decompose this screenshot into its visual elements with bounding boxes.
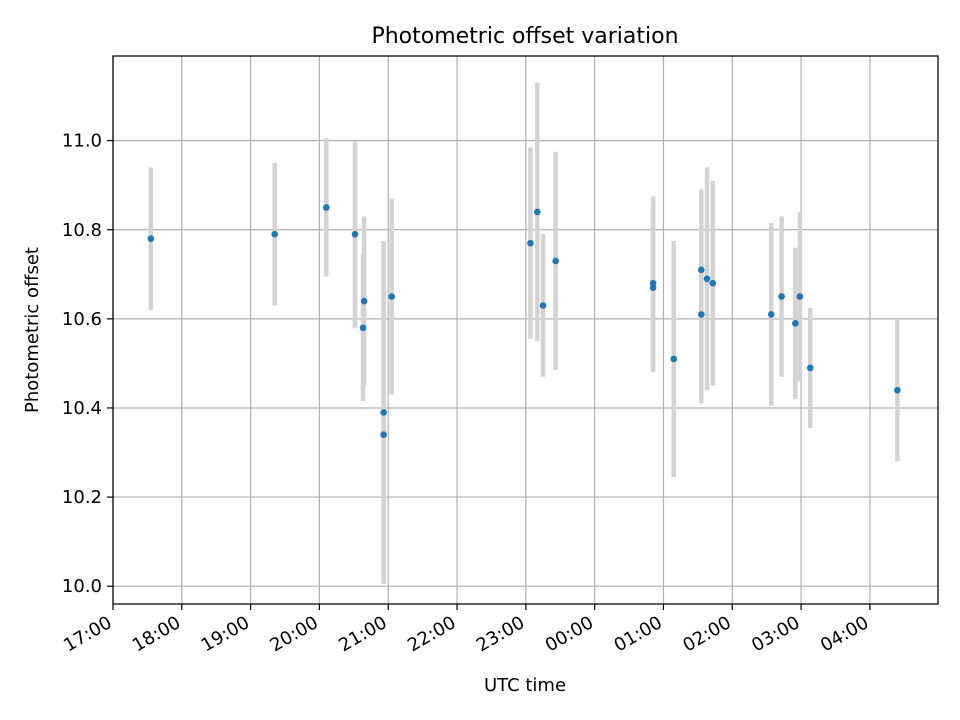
grid xyxy=(112,56,938,604)
data-point xyxy=(767,311,775,318)
x-axis-label: UTC time xyxy=(484,675,566,696)
data-point xyxy=(147,235,155,242)
data-point xyxy=(271,230,278,238)
y-tick-label: 10.2 xyxy=(62,487,102,508)
data-point xyxy=(709,279,717,287)
y-tick-label: 10.4 xyxy=(62,398,102,419)
data-point xyxy=(380,431,387,438)
data-point xyxy=(380,409,387,416)
data-point xyxy=(552,257,559,265)
data-point xyxy=(894,386,901,394)
y-axis-ticks: 10.0 10.2 10.4 10.6 10.8 11.0 xyxy=(62,131,113,597)
data-point xyxy=(792,320,799,327)
data-point xyxy=(698,266,705,274)
data-point xyxy=(351,230,359,238)
data-point xyxy=(534,208,541,216)
data-point xyxy=(527,239,534,247)
y-tick-label: 10.0 xyxy=(62,576,102,597)
data-point xyxy=(796,293,804,300)
data-point xyxy=(359,324,367,332)
chart-title: Photometric offset variation xyxy=(371,24,678,49)
y-tick-label: 11.0 xyxy=(62,131,102,152)
data-point xyxy=(360,297,368,305)
data-point xyxy=(778,293,785,300)
data-point xyxy=(388,293,395,300)
data-point xyxy=(323,204,330,211)
data-point xyxy=(698,311,705,318)
data-point xyxy=(806,364,814,372)
data-point xyxy=(649,279,657,287)
data-points xyxy=(147,204,901,438)
y-tick-label: 10.6 xyxy=(62,309,102,330)
data-point xyxy=(703,275,711,283)
y-axis-label: Photometric offset xyxy=(22,247,43,413)
data-point xyxy=(670,355,678,363)
data-point xyxy=(539,302,547,309)
y-tick-label: 10.8 xyxy=(62,220,102,241)
